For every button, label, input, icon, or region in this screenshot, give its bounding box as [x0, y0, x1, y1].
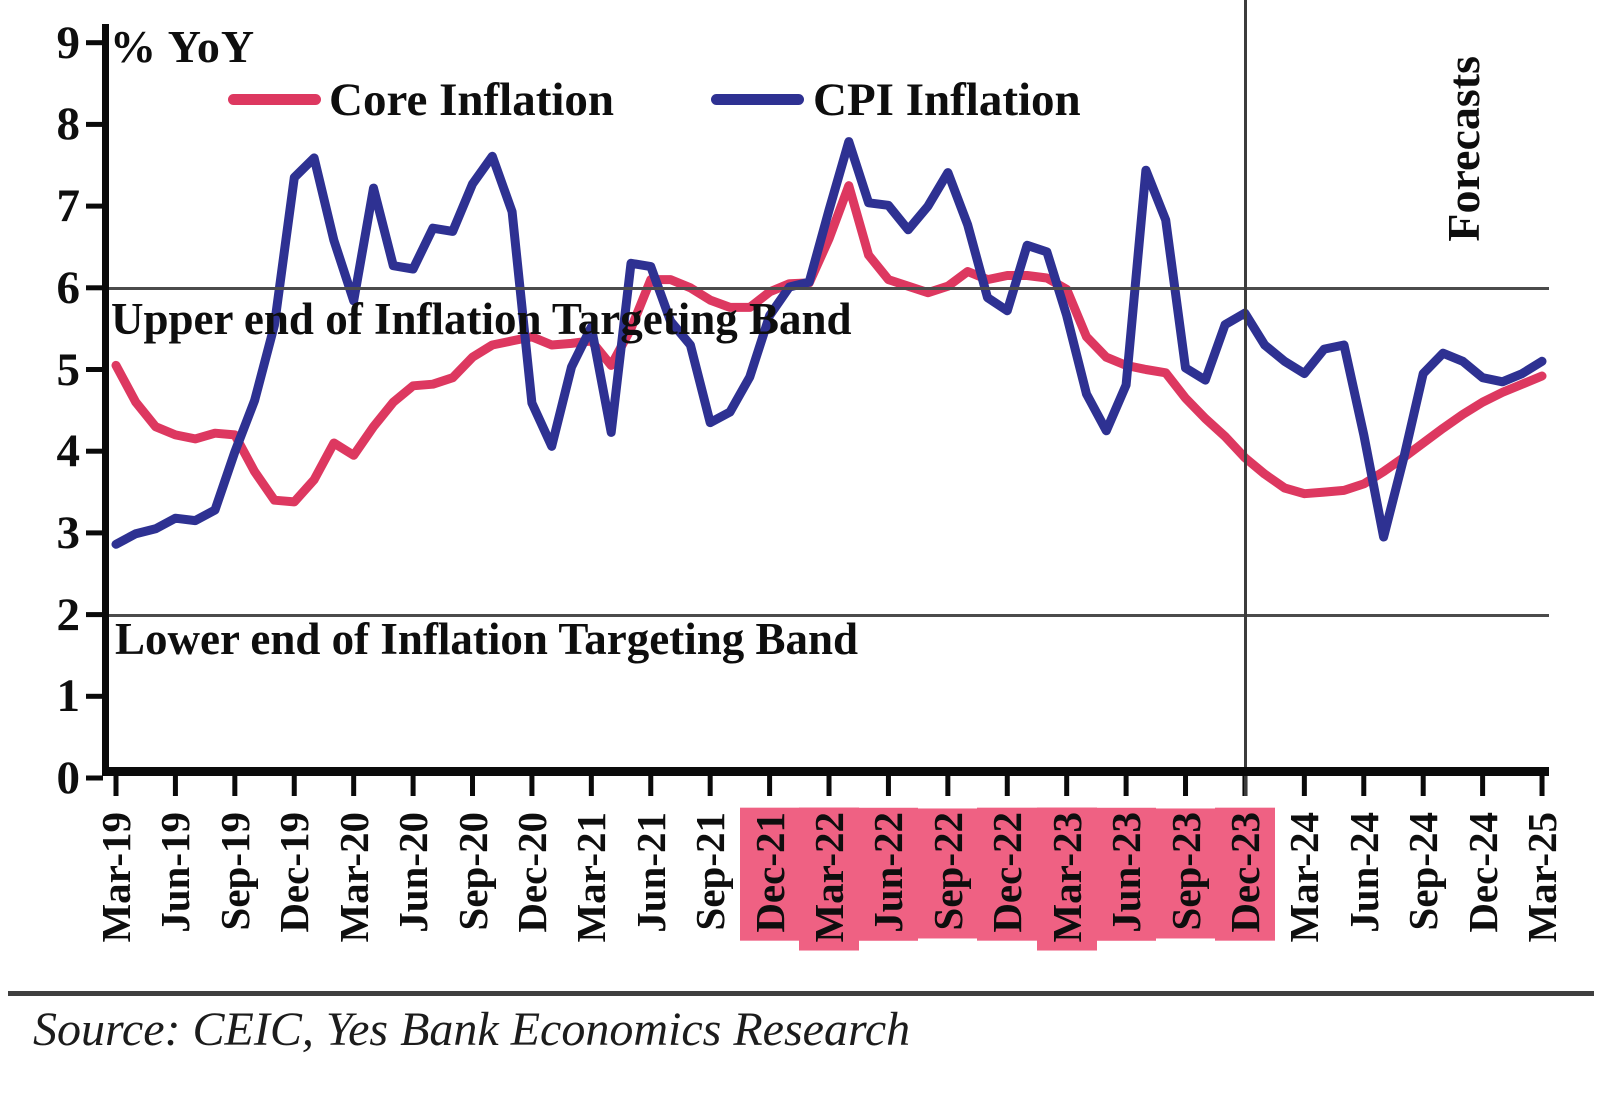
y-axis-line — [102, 24, 109, 776]
x-tick — [529, 776, 535, 796]
legend-swatch-core-inflation — [228, 94, 321, 105]
y-tick — [86, 121, 103, 127]
y-tick — [86, 203, 103, 209]
y-axis-label: 2 — [56, 588, 81, 641]
footer-divider — [8, 991, 1594, 996]
x-tick — [1420, 776, 1426, 796]
x-tick — [113, 776, 119, 796]
x-axis-label-highlighted: Jun-22 — [858, 808, 919, 941]
y-tick — [86, 285, 103, 291]
x-tick — [707, 776, 713, 796]
y-axis-unit-label: % YoY — [110, 21, 256, 72]
x-tick — [1539, 776, 1545, 796]
y-axis-label: 6 — [56, 261, 81, 314]
x-axis-label: Jun-21 — [627, 812, 674, 933]
x-axis-label-highlighted: Mar-22 — [799, 808, 860, 951]
x-tick — [588, 776, 594, 796]
y-axis-label: 8 — [56, 98, 81, 151]
x-axis-label: Sep-24 — [1400, 812, 1447, 931]
x-axis-label: Mar-19 — [93, 812, 139, 943]
legend-label-core-inflation: Core Inflation — [329, 74, 615, 126]
x-axis-label: Mar-25 — [1519, 812, 1566, 943]
y-axis-label: 7 — [56, 180, 81, 233]
x-axis-label: Sep-19 — [211, 812, 258, 931]
upper-band-annotation: Upper end of Inflation Targeting Band — [111, 294, 852, 344]
x-tick — [1183, 776, 1189, 796]
x-tick — [1004, 776, 1010, 796]
x-tick — [1123, 776, 1129, 796]
lower-band-annotation: Lower end of Inflation Targeting Band — [115, 614, 859, 664]
axis-ticks — [86, 40, 1545, 796]
x-axis-label-highlighted: Mar-23 — [1036, 808, 1097, 951]
x-tick — [410, 776, 416, 796]
x-tick — [351, 776, 357, 796]
y-tick — [86, 693, 103, 699]
x-tick — [172, 776, 178, 796]
x-axis-label: Jun-20 — [390, 812, 437, 933]
x-tick — [291, 776, 297, 796]
data-series — [111, 137, 1547, 549]
x-axis-label: Dec-19 — [271, 812, 318, 933]
x-tick — [232, 776, 238, 796]
y-tick — [86, 367, 103, 372]
x-tick — [767, 776, 773, 796]
y-axis-label: 9 — [56, 16, 81, 69]
y-tick — [86, 775, 103, 781]
y-tick — [86, 530, 103, 536]
x-tick — [648, 776, 654, 796]
x-axis-label: Sep-21 — [687, 812, 734, 931]
x-axis-label: Mar-24 — [1281, 812, 1328, 943]
x-axis-label-highlighted: Sep-22 — [917, 808, 978, 939]
x-axis-label: Dec-20 — [508, 812, 555, 933]
x-axis-line — [102, 767, 1549, 776]
x-axis-label-highlighted: Dec-21 — [739, 808, 800, 941]
x-axis-label-highlighted: Dec-23 — [1214, 808, 1275, 941]
line-cpi-inflation — [111, 137, 1547, 549]
y-axis-label: 4 — [56, 425, 81, 478]
legend-label-cpi-inflation: CPI Inflation — [813, 74, 1081, 126]
x-tick — [945, 776, 951, 796]
source-note: Source: CEIC, Yes Bank Economics Researc… — [33, 1003, 911, 1056]
forecast-divider-line — [1243, 0, 1247, 796]
legend-swatch-cpi-inflation — [711, 94, 804, 105]
x-tick — [885, 776, 891, 796]
x-axis-label: Dec-24 — [1459, 812, 1506, 933]
lower-band-line — [106, 613, 1549, 617]
y-tick — [86, 448, 103, 454]
x-axis-label: Mar-21 — [568, 812, 615, 943]
x-axis-label: Sep-20 — [449, 812, 496, 931]
y-axis-label: 3 — [56, 506, 81, 559]
x-axis-label-highlighted: Jun-23 — [1096, 808, 1157, 941]
x-tick — [826, 776, 832, 796]
x-axis-label-highlighted: Dec-22 — [977, 808, 1038, 941]
x-axis-label-highlighted: Sep-23 — [1155, 808, 1216, 939]
x-tick — [1480, 776, 1486, 796]
x-tick — [1361, 776, 1367, 796]
y-tick — [86, 40, 103, 46]
upper-band-line — [106, 286, 1549, 290]
x-tick — [1064, 776, 1070, 796]
x-tick — [1301, 776, 1307, 796]
y-axis-label: 0 — [56, 752, 81, 804]
x-axis-label: Jun-24 — [1340, 812, 1387, 933]
y-axis-label: 5 — [56, 343, 81, 396]
y-tick — [86, 612, 103, 618]
x-axis-label: Mar-20 — [330, 812, 377, 943]
x-axis-label: Jun-19 — [152, 812, 199, 933]
y-axis-label: 1 — [56, 670, 81, 723]
x-tick — [470, 776, 476, 796]
forecasts-label: Forecasts — [1438, 56, 1489, 242]
line-core-inflation — [111, 181, 1547, 507]
